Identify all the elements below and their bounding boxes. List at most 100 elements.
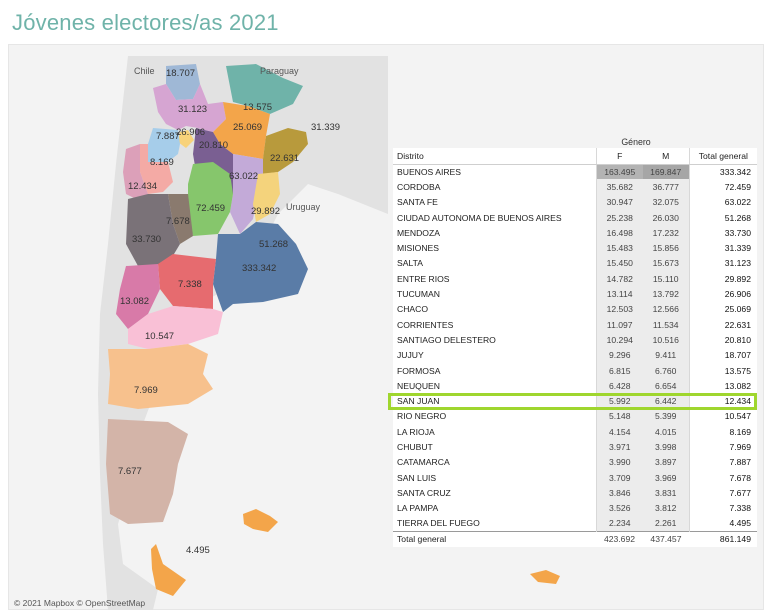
total-row: Total general 423.692 437.457 861.149: [393, 530, 757, 548]
row-total: 8.169: [729, 426, 751, 437]
row-distrito: MENDOZA: [397, 227, 440, 238]
country-label-uruguay: Uruguay: [286, 202, 321, 212]
row-total: 333.342: [719, 166, 751, 177]
table-row[interactable]: MENDOZA 16.498 17.232 33.730: [393, 225, 757, 241]
row-m: 15.673: [642, 255, 690, 272]
table-row[interactable]: CORRIENTES 11.097 11.534 22.631: [393, 316, 757, 333]
row-f: 35.682: [595, 179, 643, 195]
row-m: 12.566: [642, 301, 690, 317]
row-m: 4.015: [642, 424, 690, 440]
row-f: 6.428: [595, 378, 643, 394]
row-distrito: LA PAMPA: [397, 503, 439, 514]
province-entrerios: [253, 172, 280, 222]
table-row[interactable]: CIUDAD AUTONOMA DE BUENOS AIRES 25.238 26.…: [393, 209, 757, 226]
province-sanluis: [168, 194, 193, 244]
map-attribution[interactable]: © 2021 Mapbox © OpenStreetMap: [14, 598, 146, 608]
province-rionegro: [128, 306, 223, 349]
row-total: 22.631: [724, 319, 751, 330]
row-f: 14.782: [595, 271, 643, 287]
row-m: 3.831: [642, 485, 690, 501]
map-label: 63.022: [229, 171, 258, 182]
table-row[interactable]: CHUBUT 3.971 3.998 7.969: [393, 439, 757, 455]
table-row[interactable]: TUCUMAN 13.114 13.792 26.906: [393, 286, 757, 302]
map-label: 7.678: [166, 216, 190, 227]
table-row[interactable]: RIO NEGRO 5.148 5.399 10.547: [393, 408, 757, 425]
map-label: 31.339: [311, 122, 340, 133]
table-row[interactable]: JUJUY 9.296 9.411 18.707: [393, 347, 757, 363]
row-f: 13.114: [595, 286, 643, 302]
table-header-row: Distrito F M Total general: [393, 148, 757, 165]
map-label: 7.338: [178, 279, 202, 290]
row-total: 7.338: [729, 503, 751, 514]
row-total: 72.459: [724, 181, 751, 192]
row-f: 11.097: [595, 316, 643, 333]
row-f: 3.709: [595, 469, 643, 486]
argentina-map[interactable]: Chile Paraguay Uruguay 18.707 31.123 13.…: [8, 44, 764, 610]
row-m: 3.897: [642, 454, 690, 470]
table-row[interactable]: SALTA 15.450 15.673 31.123: [393, 255, 757, 272]
row-f: 6.815: [595, 362, 643, 379]
country-label-chile: Chile: [134, 66, 155, 76]
table-row[interactable]: SANTA FE 30.947 32.075 63.022: [393, 194, 757, 210]
table-row[interactable]: LA RIOJA 4.154 4.015 8.169: [393, 424, 757, 440]
row-distrito: CHUBUT: [397, 441, 433, 452]
row-total: 4.495: [729, 518, 751, 529]
province-lapampa: [158, 254, 216, 309]
row-total: 26.906: [724, 289, 751, 300]
table-row[interactable]: SAN JUAN 5.992 6.442 12.434: [393, 393, 757, 409]
col-m[interactable]: M: [642, 148, 690, 165]
row-f: 5.992: [595, 393, 643, 409]
table-row[interactable]: LA PAMPA 3.526 3.812 7.338: [393, 500, 757, 516]
row-m: 3.969: [642, 469, 690, 486]
row-m: 169.847: [642, 164, 690, 180]
row-m: 6.760: [642, 362, 690, 379]
row-m: 2.261: [642, 515, 690, 532]
col-total[interactable]: Total general: [689, 148, 757, 165]
row-total: 13.082: [724, 380, 751, 391]
row-f: 163.495: [595, 164, 643, 180]
table-row[interactable]: FORMOSA 6.815 6.760 13.575: [393, 362, 757, 379]
province-misiones: [306, 106, 338, 136]
row-f: 3.971: [595, 439, 643, 455]
table-row[interactable]: SANTA CRUZ 3.846 3.831 7.677: [393, 485, 757, 501]
table-row[interactable]: NEUQUEN 6.428 6.654 13.082: [393, 378, 757, 394]
row-distrito: CORRIENTES: [397, 319, 454, 330]
table-row[interactable]: SANTIAGO DELESTERO 10.294 10.516 20.810: [393, 332, 757, 348]
table-row[interactable]: SAN LUIS 3.709 3.969 7.678: [393, 469, 757, 486]
province-santacruz: [106, 419, 188, 524]
row-total: 7.677: [729, 487, 751, 498]
map-label: 20.810: [199, 140, 228, 151]
page-title: Jóvenes electores/as 2021: [12, 10, 279, 35]
table-row[interactable]: TIERRA DEL FUEGO 2.234 2.261 4.495: [393, 515, 757, 532]
row-m: 15.856: [642, 240, 690, 256]
row-f: 5.148: [595, 408, 643, 425]
table-row[interactable]: CHACO 12.503 12.566 25.069: [393, 301, 757, 317]
row-total: 31.123: [724, 258, 751, 269]
table-row[interactable]: ENTRE RIOS 14.782 15.110 29.892: [393, 271, 757, 287]
row-m: 13.792: [642, 286, 690, 302]
row-m: 9.411: [642, 347, 690, 363]
table-row[interactable]: CORDOBA 35.682 36.777 72.459: [393, 179, 757, 195]
table-row[interactable]: BUENOS AIRES 163.495 169.847 333.342: [393, 164, 757, 180]
row-distrito: CHACO: [397, 304, 429, 315]
col-distrito[interactable]: Distrito: [393, 148, 597, 165]
row-total: 25.069: [724, 304, 751, 315]
row-f: 15.483: [595, 240, 643, 256]
map-label: 12.434: [128, 181, 157, 192]
row-m: 3.998: [642, 439, 690, 455]
province-mendoza: [126, 194, 180, 266]
row-total: 33.730: [724, 227, 751, 238]
map-label: 26.906: [176, 127, 205, 138]
row-total: 20.810: [724, 334, 751, 345]
col-f[interactable]: F: [595, 148, 643, 165]
row-distrito: NEUQUEN: [397, 380, 440, 391]
row-distrito: CIUDAD AUTONOMA DE BUENOS AIRES: [397, 212, 562, 223]
row-f: 3.846: [595, 485, 643, 501]
row-distrito: RIO NEGRO: [397, 411, 447, 422]
row-distrito: SAN JUAN: [397, 396, 440, 407]
row-m: 11.534: [642, 316, 690, 333]
province-jujuy: [166, 64, 200, 100]
province-salta: [153, 84, 226, 132]
table-row[interactable]: CATAMARCA 3.990 3.897 7.887: [393, 454, 757, 470]
table-row[interactable]: MISIONES 15.483 15.856 31.339: [393, 240, 757, 256]
